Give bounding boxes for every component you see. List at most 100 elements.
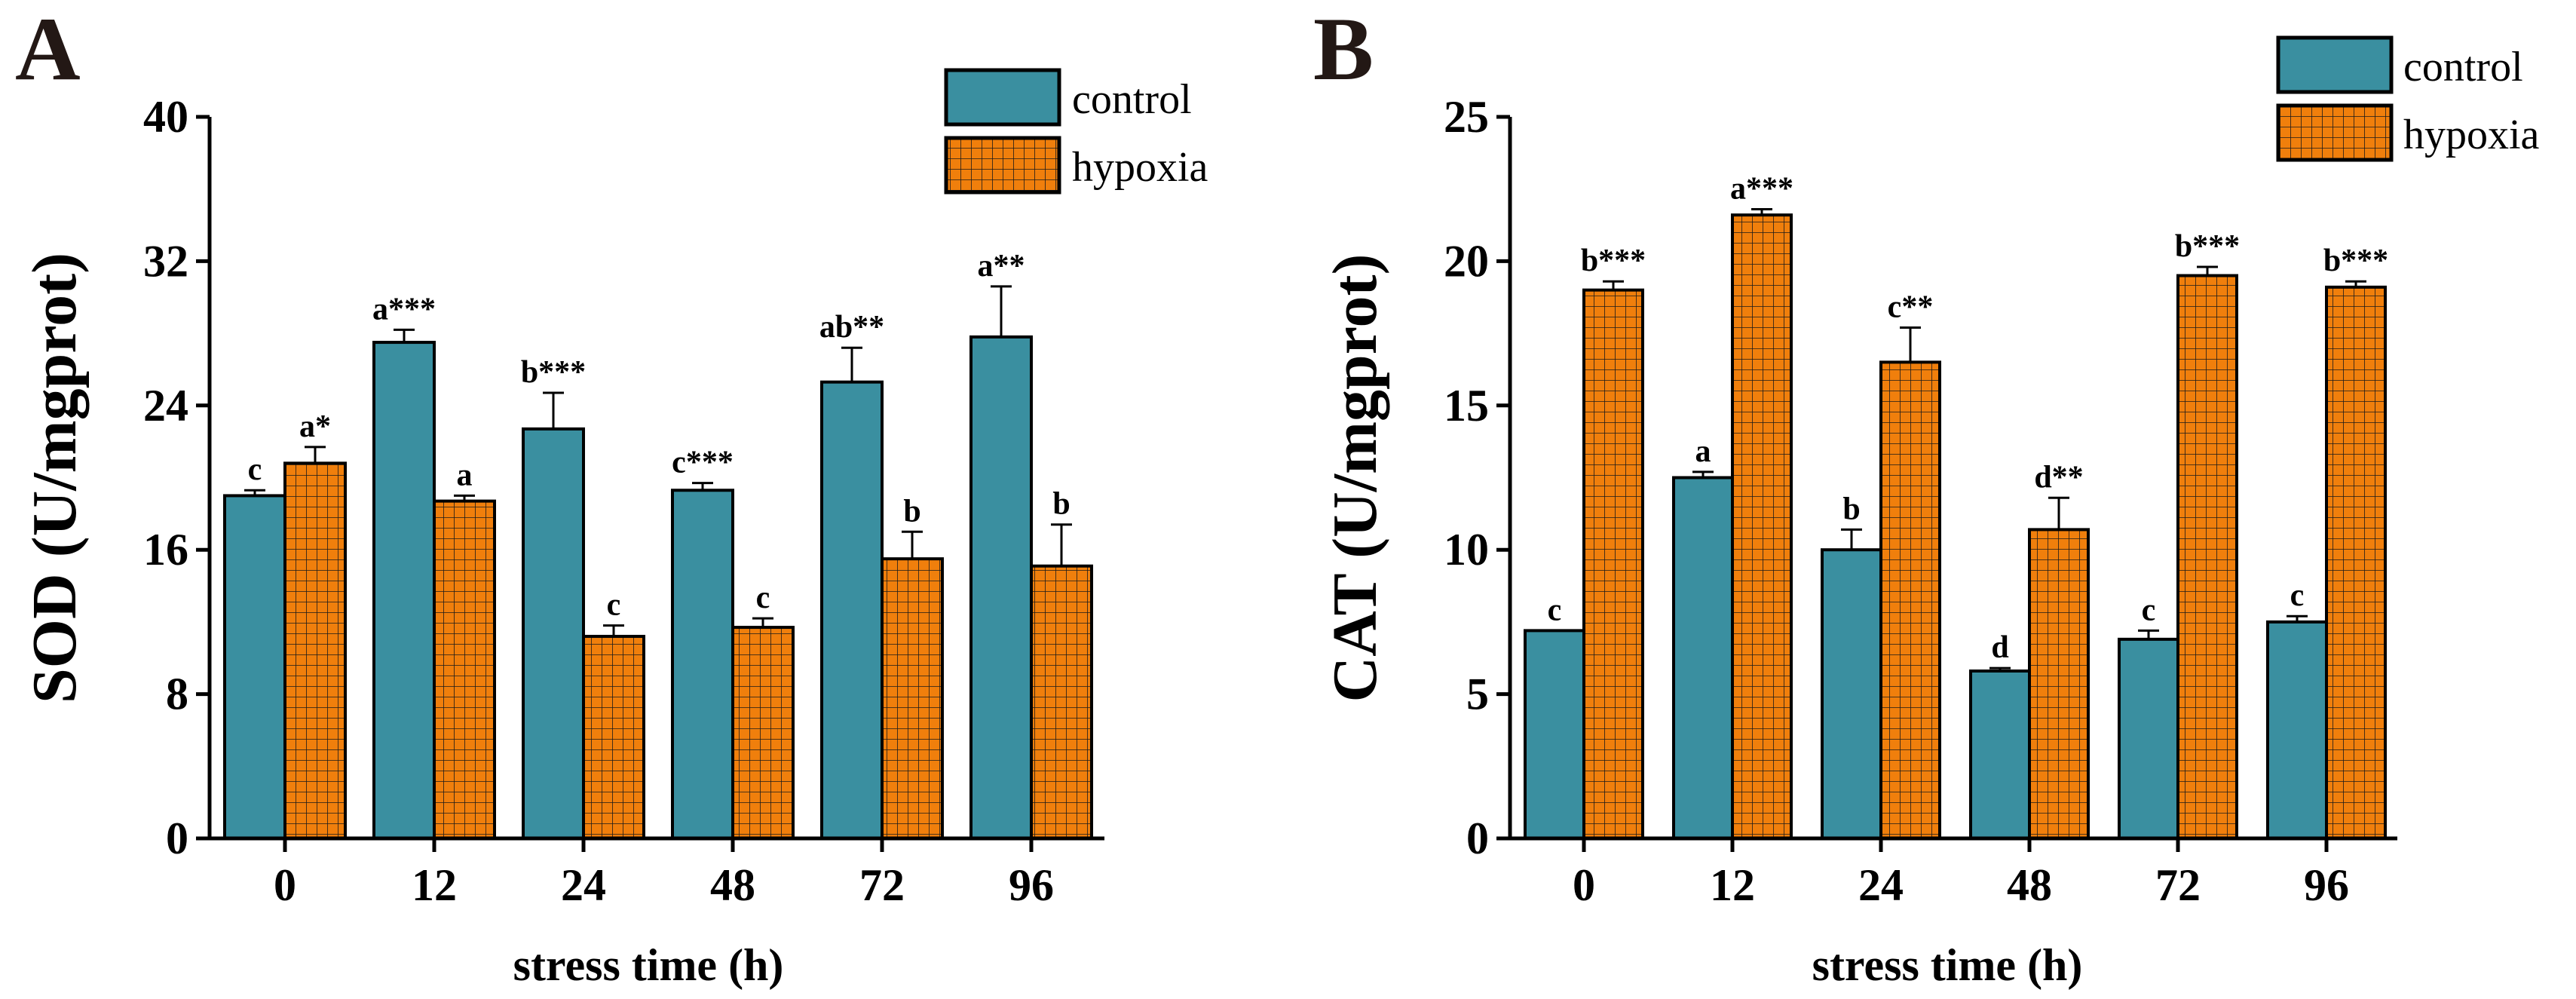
significance-label: c [756, 581, 770, 615]
y-axis-label: CAT (U/mgprot) [1320, 254, 1390, 703]
panel-label: B [1313, 0, 1374, 99]
significance-label: a* [299, 409, 331, 444]
bar-hypoxia [1030, 564, 1093, 840]
legend-label-hypoxia: hypoxia [1072, 144, 1208, 191]
x-tick-label: 72 [2155, 860, 2201, 910]
error-bars-layer [1603, 207, 2366, 671]
chart-panel-b: B c b*** a a*** b c** d d** c b*** c b*** 0 5 10 15 20 2… [1313, 0, 2540, 990]
significance-label: b [1842, 492, 1860, 526]
y-tick-label: 5 [1466, 670, 1489, 719]
bar-control [1524, 629, 1585, 840]
significance-label: c [607, 588, 621, 623]
bar-hypoxia [1582, 288, 1644, 840]
significance-label: b*** [2175, 229, 2240, 264]
error-bars-layer [244, 285, 1072, 637]
y-tick-label: 40 [143, 92, 188, 142]
x-tick-label: 72 [859, 860, 905, 910]
significance-label: d [1991, 630, 2008, 665]
x-tick-label: 24 [1858, 860, 1904, 910]
y-tick-label: 0 [166, 814, 188, 863]
x-tick-label: 48 [2007, 860, 2052, 910]
y-ticks: 0 8 16 24 32 40 [143, 92, 210, 863]
axes: 0 8 16 24 32 40 0 12 24 48 72 96 [143, 92, 1104, 910]
significance-label: c [2142, 593, 2156, 627]
significance-label: c** [1888, 290, 1934, 324]
bar-control [1969, 669, 2031, 841]
legend-label-control: control [1072, 76, 1192, 123]
significance-label: c*** [672, 446, 734, 480]
y-ticks: 0 5 10 15 20 25 [1444, 92, 1510, 863]
y-tick-label: 25 [1444, 92, 1489, 142]
significance-label: b*** [1581, 244, 1646, 278]
x-axis-label: stress time (h) [1812, 940, 2083, 990]
y-tick-label: 0 [1466, 814, 1489, 863]
x-tick-label: 96 [2304, 860, 2349, 910]
x-tick-label: 48 [710, 860, 755, 910]
x-tick-label: 12 [412, 860, 457, 910]
significance-label: a [457, 458, 473, 492]
significance-label: c [1548, 593, 1562, 627]
x-tick-label: 12 [1710, 860, 1755, 910]
legend-label-control: control [2403, 44, 2523, 90]
significance-label: a** [978, 249, 1025, 283]
bar-hypoxia [1731, 213, 1793, 841]
y-tick-label: 24 [143, 381, 188, 431]
significance-label: c [2290, 578, 2305, 613]
significance-annotations: c b*** a a*** b c** d d** c b*** c b*** [1548, 171, 2389, 665]
y-tick-label: 16 [143, 525, 188, 575]
significance-label: b*** [2323, 244, 2388, 278]
bar-control [820, 380, 884, 840]
bar-hypoxia [731, 626, 795, 840]
significance-label: a [1695, 434, 1711, 469]
significance-label: b [903, 494, 920, 529]
bars-layer [223, 335, 1093, 840]
legend: control hypoxia [944, 68, 1208, 195]
significance-label: a*** [372, 292, 436, 326]
bar-hypoxia [283, 461, 347, 840]
y-axis-label: SOD (U/mgprot) [20, 253, 90, 703]
bar-control [522, 427, 585, 840]
panel-label: A [15, 0, 81, 99]
bar-control [2118, 637, 2179, 840]
axes: 0 5 10 15 20 25 0 12 24 48 72 96 [1444, 92, 2397, 910]
x-tick-label: 0 [274, 860, 296, 910]
legend-swatch-control [944, 68, 1061, 127]
bar-control [671, 489, 734, 840]
y-tick-label: 10 [1444, 525, 1489, 575]
x-tick-label: 0 [1573, 860, 1595, 910]
bar-hypoxia [582, 635, 645, 840]
x-tick-label: 96 [1009, 860, 1054, 910]
bar-hypoxia [1879, 360, 1941, 840]
x-axis-label: stress time (h) [513, 940, 784, 990]
bar-control [969, 335, 1033, 840]
y-tick-label: 8 [166, 670, 188, 719]
significance-label: d** [2034, 460, 2083, 495]
legend-swatch-control [2276, 35, 2394, 94]
x-ticks: 0 12 24 48 72 96 [1573, 838, 2349, 910]
x-tick-label: 24 [561, 860, 606, 910]
legend-swatch-hypoxia [2276, 103, 2394, 162]
bar-hypoxia [2028, 528, 2090, 840]
bar-control [1672, 476, 1734, 840]
bar-control [2266, 620, 2328, 841]
legend: control hypoxia [2276, 35, 2540, 162]
x-ticks: 0 12 24 48 72 96 [274, 838, 1054, 910]
bar-control [223, 494, 286, 840]
bar-control [1821, 548, 1882, 840]
y-tick-label: 20 [1444, 236, 1489, 286]
bar-control [372, 341, 436, 840]
bar-hypoxia [433, 499, 496, 840]
significance-label: b*** [521, 355, 586, 390]
significance-label: b [1052, 487, 1070, 522]
y-tick-label: 32 [143, 236, 188, 286]
bars-layer [1524, 213, 2387, 841]
legend-swatch-hypoxia [944, 136, 1061, 195]
significance-label: c [248, 452, 262, 487]
y-tick-label: 15 [1444, 381, 1489, 431]
chart-panel-a: A c a* a*** a b*** c c*** c ab** b a** b 0 8 16 24 32 40… [15, 0, 1208, 990]
legend-label-hypoxia: hypoxia [2403, 112, 2540, 158]
significance-label: ab** [819, 310, 884, 345]
bar-hypoxia [2176, 274, 2238, 841]
bar-hypoxia [2325, 285, 2387, 840]
